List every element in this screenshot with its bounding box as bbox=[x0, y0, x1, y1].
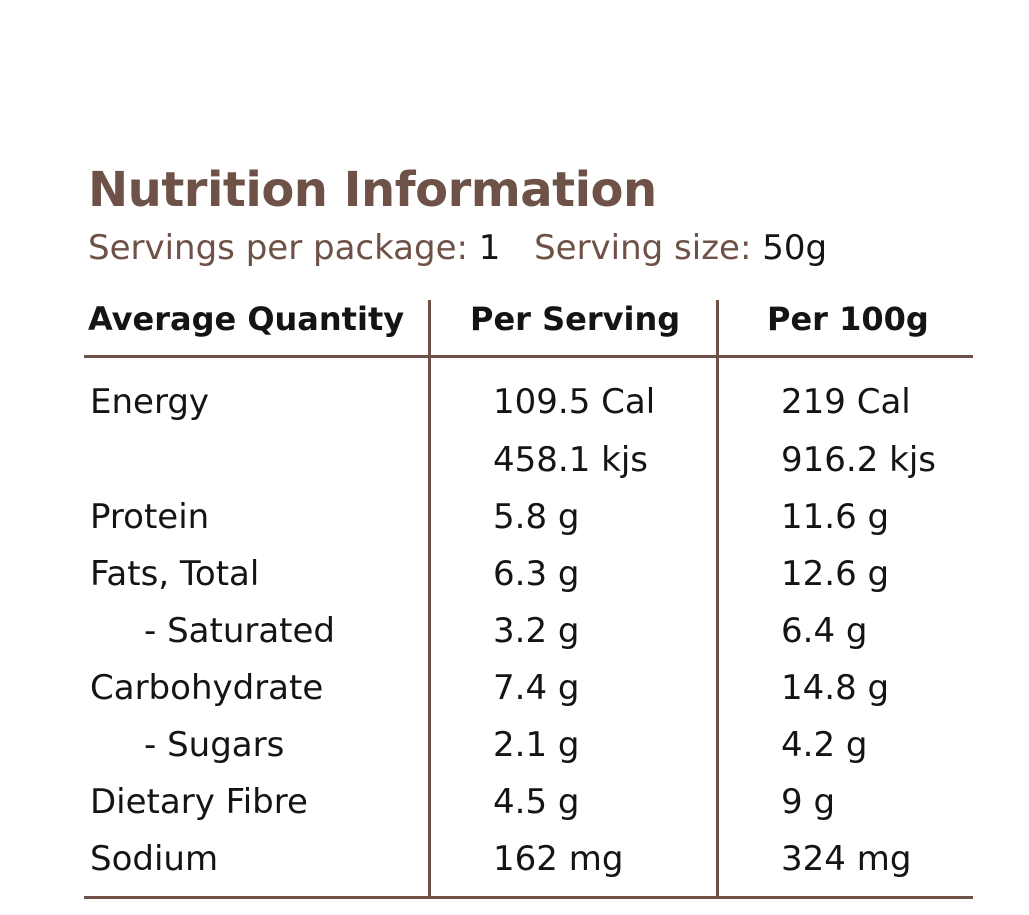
servings-per-package-value: 1 bbox=[478, 228, 501, 268]
serving-size-value: 50g bbox=[762, 228, 828, 268]
header-divider bbox=[84, 355, 973, 358]
per-100g-value: 916.2 kjs bbox=[781, 440, 936, 480]
per-serving-value: 162 mg bbox=[493, 839, 624, 879]
per-100g-value: 4.2 g bbox=[781, 725, 868, 765]
per-serving-value: 4.5 g bbox=[493, 782, 580, 822]
nutrient-name: Carbohydrate bbox=[90, 668, 324, 708]
nutrient-name: - Saturated bbox=[144, 611, 336, 651]
per-100g-value: 219 Cal bbox=[781, 382, 911, 422]
nutrient-name: Protein bbox=[90, 497, 210, 537]
per-serving-value: 7.4 g bbox=[493, 668, 580, 708]
nutrient-name: Fats, Total bbox=[90, 554, 260, 594]
column-header-per-100g: Per 100g bbox=[767, 300, 929, 338]
per-100g-value: 12.6 g bbox=[781, 554, 890, 594]
per-100g-value: 324 mg bbox=[781, 839, 912, 879]
per-100g-value: 11.6 g bbox=[781, 497, 890, 537]
column-header-average-quantity: Average Quantity bbox=[88, 300, 405, 338]
per-serving-value: 458.1 kjs bbox=[493, 440, 648, 480]
column-header-per-serving: Per Serving bbox=[470, 300, 681, 338]
per-serving-value: 2.1 g bbox=[493, 725, 580, 765]
per-serving-value: 6.3 g bbox=[493, 554, 580, 594]
serving-info: Servings per package: 1 Serving size: 50… bbox=[88, 226, 827, 270]
per-serving-value: 3.2 g bbox=[493, 611, 580, 651]
table-bottom-border bbox=[84, 896, 973, 899]
per-100g-value: 9 g bbox=[781, 782, 836, 822]
per-100g-value: 6.4 g bbox=[781, 611, 868, 651]
nutrient-name: Energy bbox=[90, 382, 210, 422]
page-title: Nutrition Information bbox=[88, 162, 657, 218]
per-serving-value: 5.8 g bbox=[493, 497, 580, 537]
nutrient-name: Sodium bbox=[90, 839, 219, 879]
per-100g-value: 14.8 g bbox=[781, 668, 890, 708]
serving-size-label: Serving size: bbox=[534, 228, 752, 268]
column-divider-2 bbox=[716, 300, 719, 898]
nutrient-name: - Sugars bbox=[144, 725, 285, 765]
per-serving-value: 109.5 Cal bbox=[493, 382, 656, 422]
nutrient-name: Dietary Fibre bbox=[90, 782, 308, 822]
column-divider-1 bbox=[428, 300, 431, 898]
servings-per-package-label: Servings per package: bbox=[88, 228, 468, 268]
